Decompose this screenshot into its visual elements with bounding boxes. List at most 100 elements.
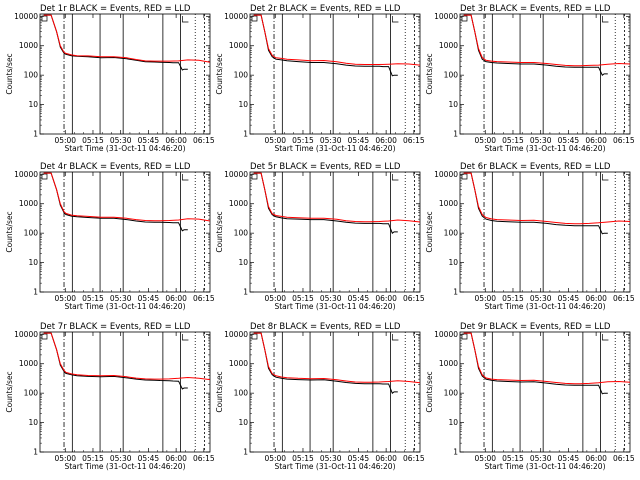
y-tick-label: 10 — [28, 418, 38, 427]
y-axis-label: Counts/sec — [215, 211, 224, 252]
y-tick-label: 1 — [453, 288, 458, 297]
panel-title: Det 2r BLACK = Events, RED = LLD — [250, 4, 401, 14]
x-tick-label: 05:30 — [530, 136, 552, 145]
y-tick-label: 10 — [448, 100, 458, 109]
x-tick-label: 06:00 — [585, 136, 607, 145]
corner-marker — [392, 174, 399, 181]
series-line-events — [463, 14, 608, 76]
y-axis-label: Counts/sec — [215, 371, 224, 412]
y-tick-label: 10 — [238, 100, 248, 109]
x-tick-label: 05:45 — [348, 294, 370, 303]
x-tick-label: 05:15 — [502, 454, 524, 463]
x-tick-label: 06:00 — [585, 454, 607, 463]
x-tick-label: 06:00 — [165, 294, 187, 303]
series-line-lld — [253, 332, 421, 384]
y-tick-label: 10 — [238, 258, 248, 267]
corner-marker — [461, 173, 468, 180]
series-line-lld — [43, 172, 211, 222]
y-tick-label: 1 — [33, 448, 38, 457]
x-tick-label: 05:15 — [292, 136, 314, 145]
series-line-events — [253, 172, 398, 234]
plot-frame — [249, 331, 421, 453]
corner-marker — [461, 333, 468, 340]
corner-marker — [392, 334, 399, 341]
x-tick-label: 05:45 — [558, 136, 580, 145]
x-tick-label: 05:45 — [348, 454, 370, 463]
y-axis-label: Counts/sec — [5, 53, 14, 94]
y-tick-label: 10000 — [14, 12, 38, 21]
x-tick-label: 05:15 — [292, 454, 314, 463]
y-tick-label: 10000 — [224, 12, 248, 21]
x-tick-label: 05:30 — [110, 454, 132, 463]
y-tick-label: 10 — [28, 258, 38, 267]
y-tick-label: 10 — [448, 258, 458, 267]
y-tick-label: 100 — [24, 389, 39, 398]
series-line-events — [43, 172, 188, 232]
x-tick-label: 05:15 — [82, 454, 104, 463]
x-tick-label: 05:30 — [110, 294, 132, 303]
y-tick-label: 1 — [33, 130, 38, 139]
corner-marker — [182, 174, 189, 181]
y-tick-label: 100 — [24, 71, 39, 80]
x-tick-label: 05:15 — [502, 136, 524, 145]
y-axis-label: Counts/sec — [5, 371, 14, 412]
plot-frame — [249, 13, 421, 135]
x-axis-label: Start Time (31-Oct-11 04:46:20) — [64, 462, 185, 471]
corner-marker — [251, 333, 258, 340]
x-tick-label: 05:30 — [320, 454, 342, 463]
series-line-events — [463, 332, 608, 395]
x-tick-label: 06:15 — [613, 294, 635, 303]
y-tick-label: 1000 — [229, 199, 248, 208]
y-tick-label: 10000 — [14, 330, 38, 339]
y-tick-label: 1 — [243, 448, 248, 457]
x-tick-label: 06:15 — [613, 136, 635, 145]
series-line-lld — [43, 14, 211, 63]
x-tick-label: 05:00 — [264, 454, 286, 463]
y-tick-label: 100 — [234, 229, 249, 238]
corner-marker — [41, 173, 48, 180]
y-axis-label: Counts/sec — [425, 53, 434, 94]
x-tick-label: 06:15 — [613, 454, 635, 463]
x-tick-label: 06:15 — [193, 136, 215, 145]
y-axis-label: Counts/sec — [215, 53, 224, 94]
corner-marker — [41, 15, 48, 22]
x-tick-label: 06:15 — [403, 294, 425, 303]
panel-det-5: Det 5r BLACK = Events, RED = LLD 1 10 100 10… — [215, 162, 425, 311]
panel-det-3: Det 3r BLACK = Events, RED = LLD 1 10 100 10… — [425, 4, 635, 153]
panel-title: Det 6r BLACK = Events, RED = LLD — [460, 162, 611, 172]
x-tick-label: 05:45 — [348, 136, 370, 145]
y-tick-label: 100 — [234, 71, 249, 80]
panel-title: Det 4r BLACK = Events, RED = LLD — [40, 162, 191, 172]
x-tick-label: 05:45 — [138, 294, 160, 303]
y-tick-label: 10 — [238, 418, 248, 427]
x-tick-label: 05:45 — [138, 136, 160, 145]
x-tick-label: 05:15 — [502, 294, 524, 303]
y-tick-label: 10000 — [14, 170, 38, 179]
y-tick-label: 1 — [453, 448, 458, 457]
series-line-lld — [43, 332, 211, 381]
corner-marker — [392, 16, 399, 23]
y-tick-label: 1 — [33, 288, 38, 297]
y-axis-label: Counts/sec — [5, 211, 14, 252]
x-tick-label: 06:00 — [375, 136, 397, 145]
x-tick-label: 06:00 — [375, 454, 397, 463]
corner-marker — [251, 173, 258, 180]
x-tick-label: 05:30 — [320, 136, 342, 145]
series-line-lld — [253, 14, 421, 66]
x-axis-label: Start Time (31-Oct-11 04:46:20) — [64, 302, 185, 311]
x-tick-label: 05:30 — [320, 294, 342, 303]
x-axis-label: Start Time (31-Oct-11 04:46:20) — [274, 462, 395, 471]
y-tick-label: 1 — [243, 130, 248, 139]
y-tick-label: 100 — [444, 229, 459, 238]
corner-marker — [182, 16, 189, 23]
series-line-events — [43, 332, 188, 390]
panel-det-6: Det 6r BLACK = Events, RED = LLD 1 10 100 10… — [425, 162, 635, 311]
y-tick-label: 1000 — [19, 359, 38, 368]
series-line-events — [463, 172, 608, 235]
plot-frame — [249, 171, 421, 293]
x-tick-label: 05:30 — [530, 454, 552, 463]
x-tick-label: 05:00 — [54, 454, 76, 463]
x-tick-label: 05:15 — [82, 136, 104, 145]
x-tick-label: 05:00 — [474, 454, 496, 463]
